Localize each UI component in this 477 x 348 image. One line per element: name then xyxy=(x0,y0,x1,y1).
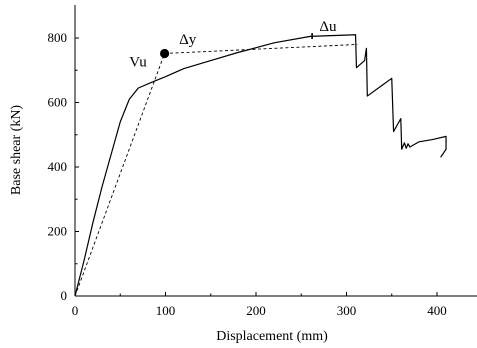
marker-layer xyxy=(159,33,313,59)
bilinear-idealization-line xyxy=(74,44,358,297)
x-axis-ticks: 0 100 200 300 400 xyxy=(72,292,447,318)
x-tick-label: 0 xyxy=(72,303,79,318)
annotation-label: Δu xyxy=(319,19,337,35)
annotation-label: Vu xyxy=(129,54,147,70)
axes xyxy=(74,5,477,297)
y-tick-label: 200 xyxy=(48,224,68,239)
y-axis-title: Base shear (kN) xyxy=(9,105,24,196)
y-tick-label: 800 xyxy=(48,30,68,45)
x-axis-title: Displacement (mm) xyxy=(216,329,328,344)
y-tick-label: 0 xyxy=(61,288,68,303)
pushover-curve-line xyxy=(74,34,447,297)
y-tick-label: 400 xyxy=(48,159,68,174)
annotation-label: Δy xyxy=(179,32,197,48)
y-axis-ticks: 0 200 400 600 800 xyxy=(48,30,79,303)
x-tick-label: 100 xyxy=(156,303,176,318)
y-tick-label: 600 xyxy=(48,95,68,110)
x-tick-label: 400 xyxy=(427,303,447,318)
yield-point-marker xyxy=(159,48,170,59)
series-layer xyxy=(74,34,447,297)
x-tick-label: 300 xyxy=(337,303,357,318)
annotation-layer: Vu Δy Δu xyxy=(129,19,337,70)
x-tick-label: 200 xyxy=(246,303,266,318)
